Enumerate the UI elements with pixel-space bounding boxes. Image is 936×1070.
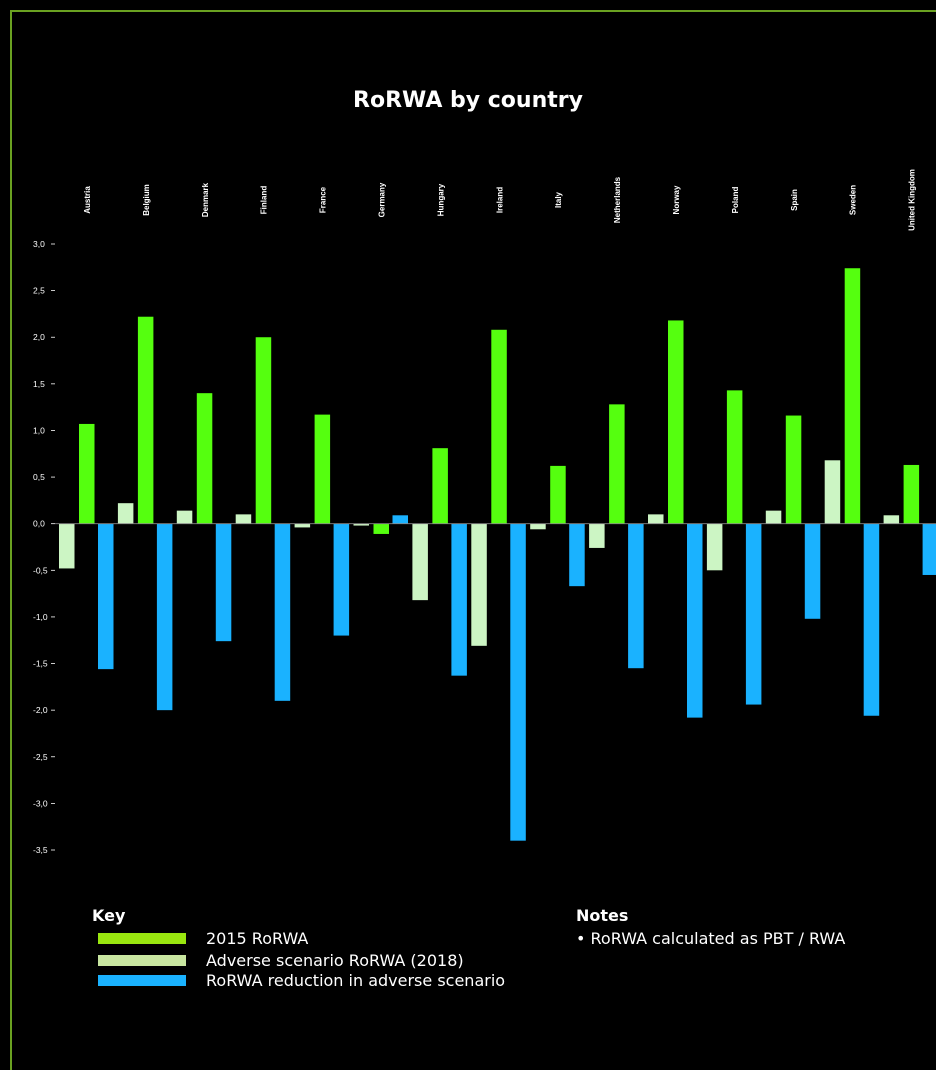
bar (314, 414, 331, 524)
y-tick-label: -1,0 (33, 612, 48, 622)
y-axis: 3,0 2,5 2,0 1,5 1,0 0,5 0,0 -0,5 -1,0 -1,5 -2,0 -2,… (33, 239, 55, 855)
bar (294, 523, 311, 528)
bar (765, 510, 782, 524)
bar (98, 523, 114, 670)
legend-item-reduction: RoRWA reduction in adverse scenario (98, 970, 505, 990)
bar (609, 404, 625, 524)
y-tick-label: 0,0 (33, 519, 45, 529)
y-tick-label: -0,5 (33, 565, 48, 575)
category-label: Spain (790, 189, 799, 211)
bar (215, 523, 232, 642)
legend-label-2015: 2015 RoRWA (206, 928, 309, 948)
category-label: Belgium (142, 184, 151, 216)
legend-label-reduction: RoRWA reduction in adverse scenario (206, 970, 506, 990)
y-tick-label: -3,5 (33, 845, 48, 855)
y-tick-label: 3,0 (33, 239, 45, 249)
bar (79, 423, 95, 524)
bar (569, 523, 585, 587)
bar (412, 523, 428, 601)
category-label: Denmark (201, 182, 210, 217)
bar (235, 514, 252, 524)
bar (255, 337, 272, 524)
bar (274, 523, 291, 701)
category-label: Finland (260, 186, 269, 215)
bar (804, 523, 821, 619)
y-tick-label: 1,0 (33, 425, 45, 435)
y-tick-label: 0,5 (33, 472, 45, 482)
bar (117, 503, 134, 524)
bar (137, 316, 154, 524)
category-label: Italy (554, 191, 563, 208)
category-label: Hungary (436, 183, 445, 216)
category-label: Austria (83, 186, 92, 214)
y-tick-label: -2,0 (33, 705, 48, 715)
category-label: France (319, 186, 328, 213)
category-label: Norway (672, 185, 681, 214)
bar (844, 268, 861, 524)
bar (59, 523, 75, 569)
bar (863, 523, 880, 716)
bar (471, 523, 487, 646)
bar (628, 523, 644, 669)
bar (196, 393, 213, 524)
bar (432, 448, 448, 524)
note-item: • RoRWA calculated as PBT / RWA (576, 929, 846, 948)
bar (510, 523, 526, 841)
key-title: Key (92, 906, 126, 925)
bar (883, 515, 900, 524)
bar (668, 320, 684, 524)
bar (726, 390, 743, 524)
category-label: Germany (378, 182, 387, 217)
bar (530, 523, 546, 530)
bar (706, 523, 723, 571)
bar (745, 523, 762, 705)
bar (373, 523, 389, 534)
bar (353, 523, 369, 526)
y-tick-label: 1,5 (33, 379, 45, 389)
bars (59, 268, 936, 841)
category-label: Ireland (495, 187, 504, 213)
note-text: RoRWA calculated as PBT / RWA (590, 929, 846, 948)
chart-frame (10, 10, 936, 1070)
bar (824, 460, 841, 524)
bar (176, 510, 193, 524)
legend-swatch-2015 (98, 932, 186, 944)
bar (687, 523, 703, 718)
y-tick-label: -3,0 (33, 798, 48, 808)
notes-title: Notes (576, 906, 629, 925)
bar (550, 465, 566, 524)
legend-item-2015: 2015 RoRWA (98, 928, 308, 948)
bar (451, 523, 467, 676)
legend-label-adverse: Adverse scenario RoRWA (2018) (206, 950, 464, 970)
legend-swatch-adverse (98, 954, 186, 966)
category-label: Sweden (849, 185, 858, 215)
bar (392, 515, 408, 524)
bar (333, 523, 350, 636)
bar (922, 523, 936, 575)
category-labels: Austria Belgium Denmark Finland France German… (83, 169, 917, 231)
category-label: Netherlands (613, 176, 622, 223)
bar (648, 514, 664, 524)
chart-title: RoRWA by country (353, 88, 583, 113)
y-tick-label: 2,5 (33, 286, 45, 296)
category-label: United Kingdom (908, 169, 917, 231)
bar (589, 523, 605, 548)
legend-item-adverse: Adverse scenario RoRWA (2018) (98, 950, 464, 970)
bar (785, 415, 802, 524)
category-label: Poland (731, 187, 740, 214)
y-tick-label: 2,0 (33, 332, 45, 342)
y-tick-label: -1,5 (33, 659, 48, 669)
bar (156, 523, 173, 711)
y-tick-label: -2,5 (33, 752, 48, 762)
legend-swatch-reduction (98, 974, 186, 986)
bar (491, 329, 507, 524)
bar (903, 464, 920, 524)
